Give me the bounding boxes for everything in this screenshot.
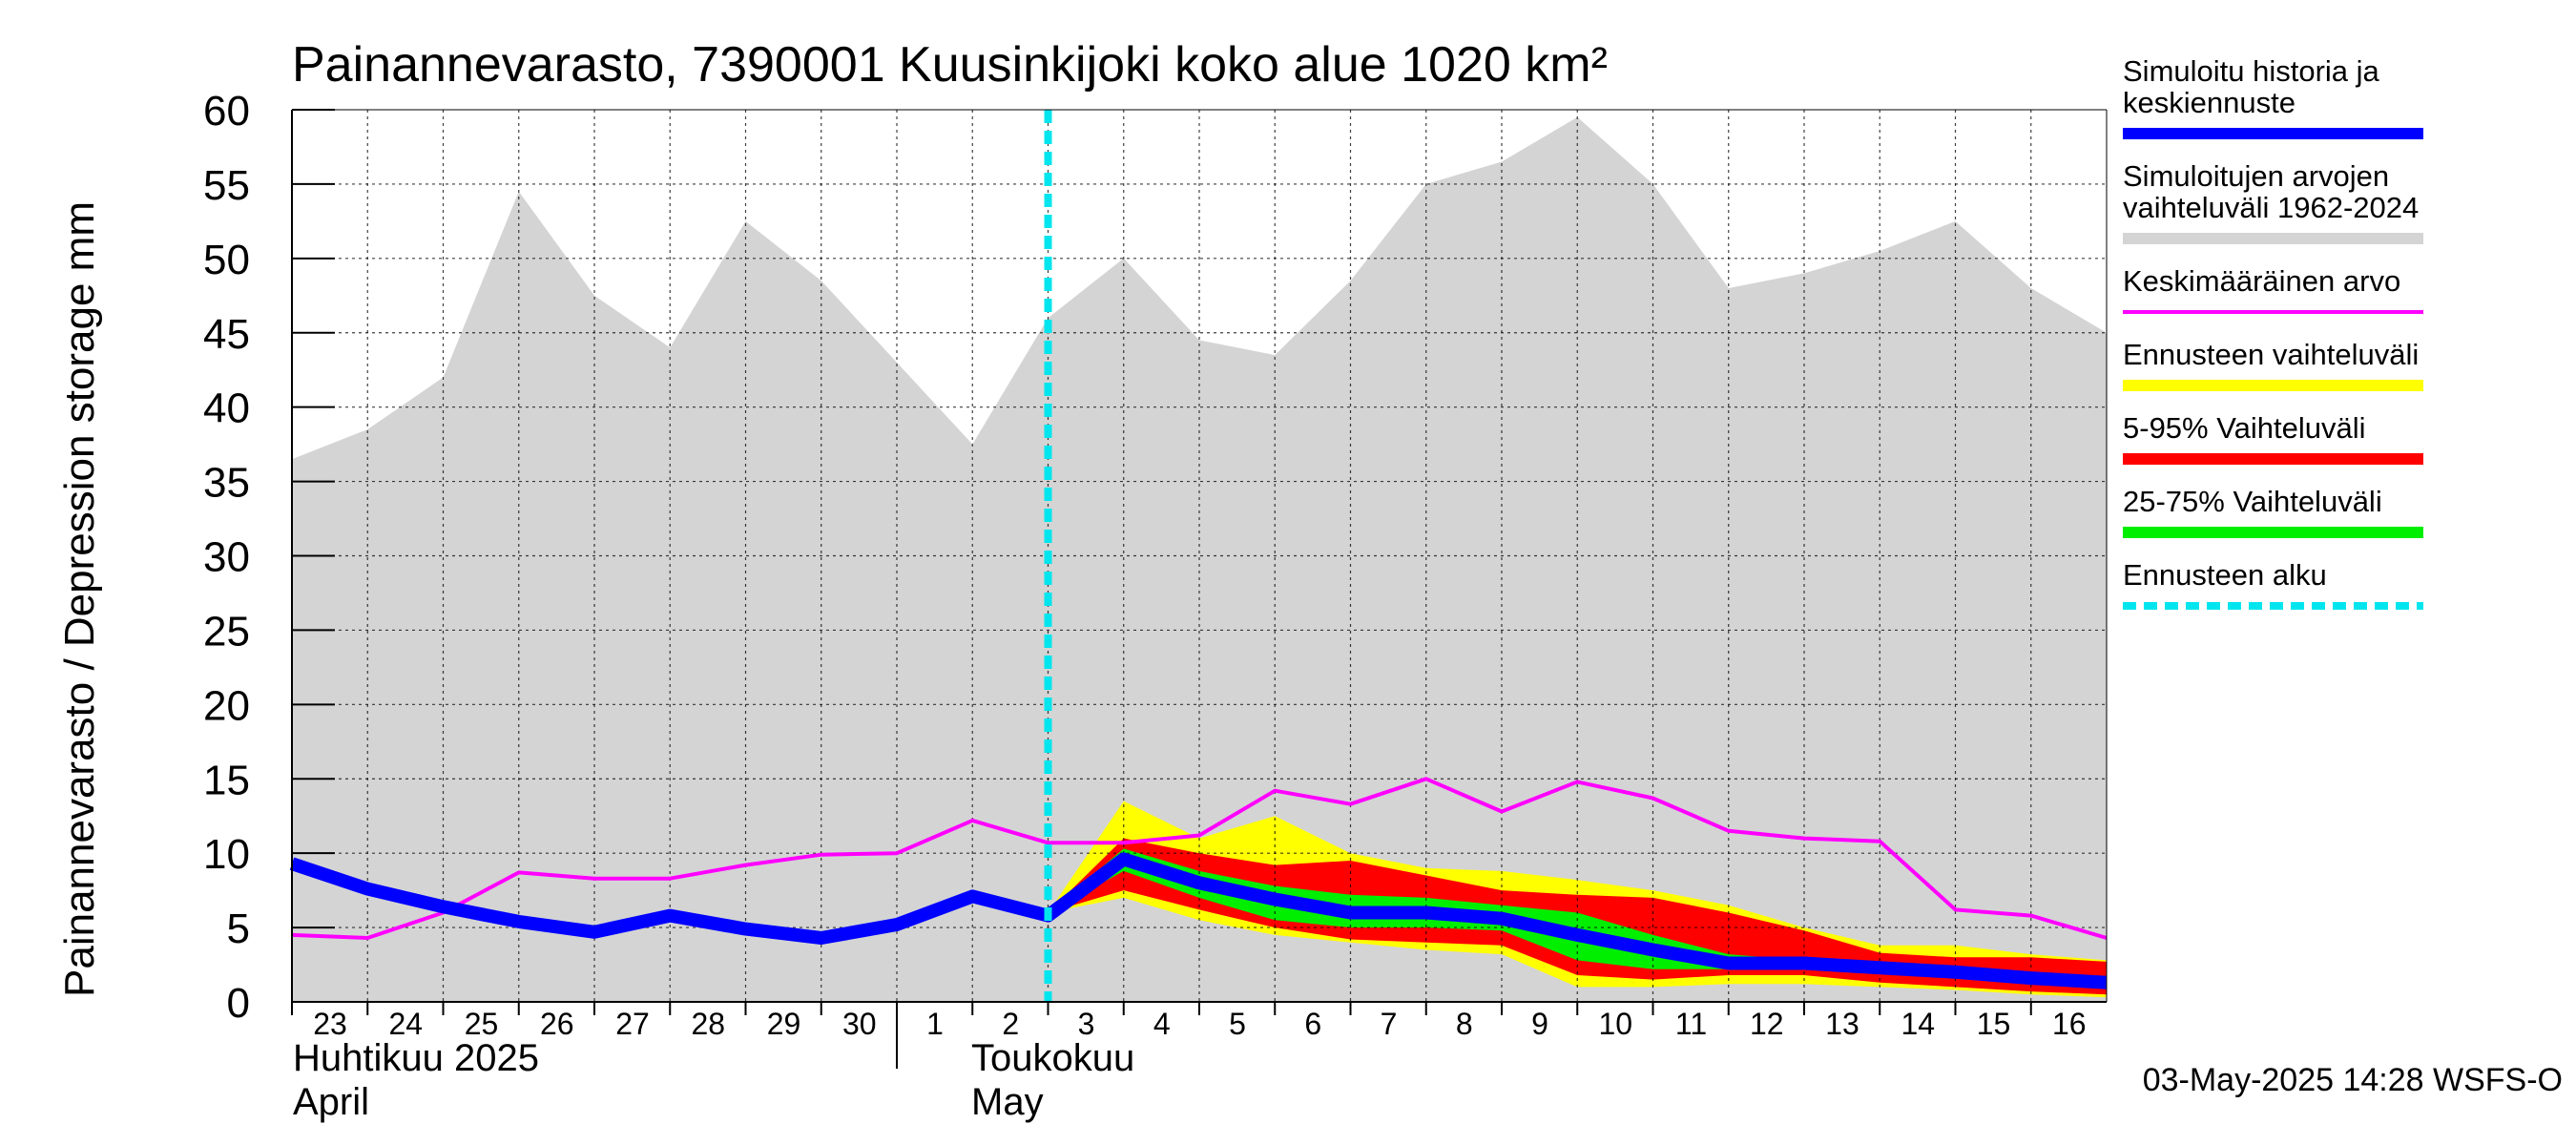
legend-label-0: keskiennuste [2123,86,2296,119]
x-tick-label: 15 [1977,1007,2011,1041]
y-tick-label: 10 [203,831,250,878]
legend-label-0: Simuloitu historia ja [2123,54,2380,88]
y-tick-label: 60 [203,88,250,135]
x-tick-label: 12 [1750,1007,1784,1041]
x-tick-label: 3 [1078,1007,1095,1041]
y-tick-label: 45 [203,311,250,358]
x-tick-label: 1 [926,1007,944,1041]
y-tick-label: 20 [203,682,250,729]
y-axis-label: Painannevarasto / Depression storage mm [56,201,103,997]
y-tick-label: 5 [227,906,250,952]
x-tick-label: 14 [1901,1007,1935,1041]
x-tick-label: 7 [1381,1007,1398,1041]
legend-label-5: 25-75% Vaihteluväli [2123,485,2382,518]
month-label-may-fi: Toukokuu [971,1037,1134,1079]
footer-timestamp: 03-May-2025 14:28 WSFS-O [2143,1062,2563,1098]
x-tick-label: 2 [1002,1007,1019,1041]
chart-title: Painannevarasto, 7390001 Kuusinkijoki ko… [292,37,1608,93]
x-tick-label: 30 [842,1007,877,1041]
x-tick-label: 29 [767,1007,801,1041]
x-tick-label: 24 [388,1007,423,1041]
month-label-april-en: April [293,1081,369,1123]
legend-label-1: Simuloitujen arvojen [2123,159,2389,193]
x-tick-label: 9 [1531,1007,1548,1041]
series-band-3 [1048,848,2107,988]
y-tick-label: 0 [227,980,250,1027]
legend-label-3: Ennusteen vaihteluväli [2123,338,2419,371]
x-tick-label: 10 [1598,1007,1632,1041]
x-tick-label: 13 [1825,1007,1859,1041]
x-tick-label: 11 [1675,1007,1707,1041]
x-tick-label: 26 [540,1007,574,1041]
y-tick-label: 40 [203,385,250,432]
y-tick-label: 55 [203,162,250,209]
x-tick-label: 8 [1456,1007,1473,1041]
x-tick-label: 27 [615,1007,650,1041]
month-label-april-fi: Huhtikuu 2025 [293,1037,539,1079]
x-tick-label: 28 [691,1007,725,1041]
month-label-may-en: May [971,1081,1044,1123]
x-tick-label: 4 [1153,1007,1171,1041]
x-tick-label: 16 [2052,1007,2087,1041]
legend-label-2: Keskimääräinen arvo [2123,264,2400,298]
series-line-1 [289,852,2108,989]
y-tick-label: 35 [203,460,250,507]
y-tick-label: 25 [203,608,250,655]
legend-label-4: 5-95% Vaihteluväli [2123,411,2365,445]
x-tick-label: 23 [313,1007,347,1041]
x-tick-label: 5 [1229,1007,1246,1041]
y-tick-label: 15 [203,757,250,803]
plot-area [289,110,2108,1003]
legend-label-6: Ennusteen alku [2123,558,2327,592]
x-tick-label: 25 [465,1007,499,1041]
legend-label-1: vaihteluväli 1962-2024 [2123,191,2419,224]
x-tick-label: 6 [1304,1007,1321,1041]
y-tick-label: 50 [203,237,250,283]
y-tick-label: 30 [203,534,250,581]
series-line-0 [291,777,2108,940]
